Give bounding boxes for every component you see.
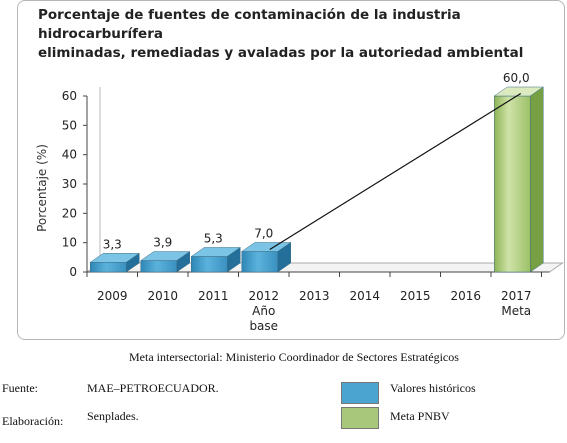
y-tick-label: 40 <box>62 148 77 162</box>
x-tick-label: 2015 <box>400 289 431 303</box>
bar-front <box>241 251 278 273</box>
bar <box>89 252 141 273</box>
legend-label-historic: Valores históricos <box>390 381 476 395</box>
y-tick-label: 30 <box>62 177 77 191</box>
chart-title-line-1: Porcentaje de fuentes de contaminación d… <box>38 7 461 42</box>
chart-title: Porcentaje de fuentes de contaminación d… <box>38 6 558 63</box>
chart-frame: Porcentaje de fuentes de contaminación d… <box>17 0 565 340</box>
legend-label-goal: Meta PNBV <box>390 409 450 423</box>
intersectoral-note: Meta intersectorial: Ministerio Coordina… <box>129 350 459 364</box>
x-tick-label: 2012 <box>248 289 279 303</box>
y-tick-label: 10 <box>62 236 77 250</box>
legend-swatch-goal <box>341 407 379 429</box>
trend-line <box>269 92 522 250</box>
data-label: 3,9 <box>153 236 172 250</box>
bar-side <box>530 86 544 273</box>
bar <box>240 241 292 273</box>
x-tick-label: 2016 <box>450 289 481 303</box>
bar-side <box>126 252 140 273</box>
bar-front <box>191 256 228 273</box>
source-value: MAE–PETROECUADOR. <box>87 381 219 395</box>
legend-swatch-historic <box>341 382 379 404</box>
x-tick-label: 2009 <box>97 289 128 303</box>
x-tick-sublabel: base <box>249 319 278 333</box>
bar <box>190 246 242 273</box>
data-label: 5,3 <box>204 231 223 245</box>
y-tick-label: 50 <box>62 118 77 132</box>
bar-side <box>277 241 291 273</box>
bar <box>493 86 545 273</box>
bar-front <box>494 95 531 273</box>
elaboration-value: Senplades. <box>87 409 139 423</box>
x-tick-label: 2017 <box>501 289 532 303</box>
bar-side <box>227 246 241 273</box>
data-label: 60,0 <box>503 71 530 85</box>
chart-title-line-2: eliminadas, remediadas y avaladas por la… <box>38 45 524 61</box>
x-tick-sublabel: Año <box>252 304 275 318</box>
x-tick-label: 2011 <box>198 289 229 303</box>
y-tick-label: 60 <box>62 89 77 103</box>
x-tick-label: 2010 <box>147 289 178 303</box>
bar-side <box>176 251 190 273</box>
x-tick-label: 2013 <box>299 289 330 303</box>
bar-front <box>140 260 177 273</box>
x-tick-label: 2014 <box>349 289 380 303</box>
bar-front <box>90 262 127 273</box>
source-label: Fuente: <box>2 381 38 395</box>
data-label: 7,0 <box>254 226 273 240</box>
y-tick-label: 0 <box>69 265 77 279</box>
x-tick-sublabel: Meta <box>501 304 531 318</box>
y-axis-label: Porcentaje (%) <box>35 144 49 232</box>
elaboration-label: Elaboración: <box>2 414 64 428</box>
bar <box>139 251 191 273</box>
data-label: 3,3 <box>103 237 122 251</box>
y-tick-label: 20 <box>62 206 77 220</box>
